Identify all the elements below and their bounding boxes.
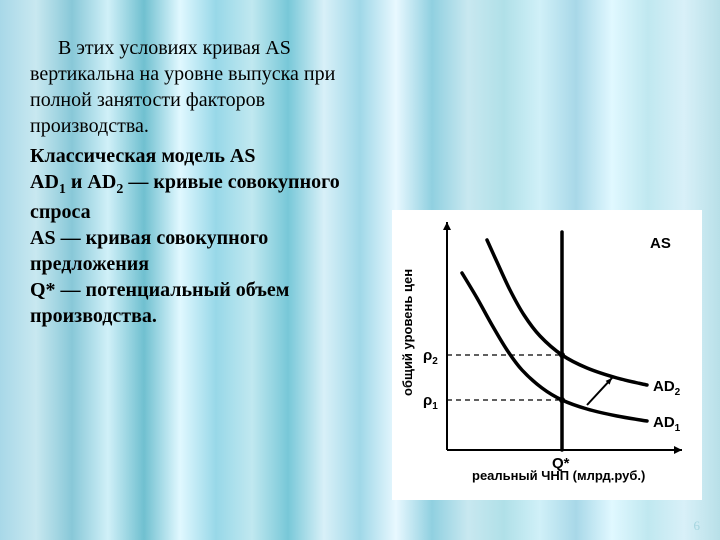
as-ad-chart: общий уровень ценреальный ЧНП (млрд.руб.… bbox=[392, 210, 702, 500]
ad1-sub: 1 bbox=[59, 182, 66, 197]
paragraph-intro: В этих условиях кривая AS вертикальна на… bbox=[30, 35, 370, 139]
paragraph-model: Классическая модель AS AD1 и AD2 — кривы… bbox=[30, 143, 370, 329]
text-block: В этих условиях кривая AS вертикальна на… bbox=[30, 35, 370, 329]
slide-number: 6 bbox=[694, 518, 701, 534]
as-desc: AS — кривая совокупного предложения bbox=[30, 227, 268, 275]
svg-text:Q*: Q* bbox=[552, 455, 570, 472]
ad-conj: и AD bbox=[66, 171, 116, 193]
svg-text:общий уровень цен: общий уровень цен bbox=[400, 269, 415, 396]
line-model-title: Классическая модель AS bbox=[30, 145, 255, 167]
chart-container: общий уровень ценреальный ЧНП (млрд.руб.… bbox=[392, 210, 702, 500]
svg-text:AS: AS bbox=[650, 235, 671, 252]
qstar-desc: Q* — потенциальный объем производства. bbox=[30, 279, 289, 327]
ad1-prefix: AD bbox=[30, 171, 59, 193]
